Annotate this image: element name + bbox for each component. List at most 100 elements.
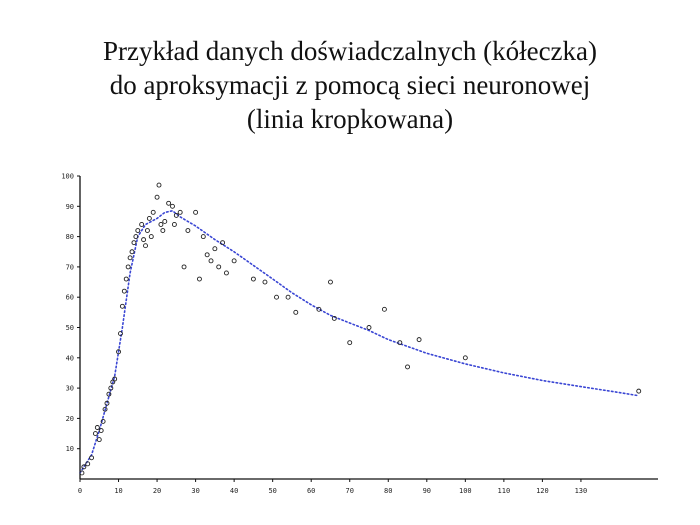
x-tick-label: 0 <box>78 487 82 495</box>
y-tick-label: 50 <box>66 324 74 332</box>
y-tick-label: 70 <box>66 263 74 271</box>
data-point <box>156 182 162 188</box>
data-point <box>94 425 100 430</box>
chart-title-line-1: Przykład danych doświadczalnych (kółeczk… <box>102 36 598 66</box>
data-point <box>173 212 179 218</box>
data-point <box>144 228 150 233</box>
data-point <box>125 264 131 270</box>
data-point <box>135 228 141 233</box>
data-point <box>328 279 333 285</box>
data-point <box>285 294 291 300</box>
y-tick-label: 30 <box>66 385 74 393</box>
data-point <box>150 209 156 215</box>
data-point <box>220 240 226 246</box>
data-point <box>397 340 403 346</box>
data-point <box>106 391 112 397</box>
data-point <box>100 418 106 424</box>
data-point <box>89 455 95 461</box>
data-point <box>204 252 210 258</box>
data-point <box>223 270 229 276</box>
data-point <box>127 255 133 261</box>
data-point <box>381 306 387 312</box>
data-point <box>262 279 268 285</box>
data-point <box>166 200 172 206</box>
data-point <box>316 306 322 312</box>
data-point <box>181 264 187 270</box>
data-point <box>108 385 114 391</box>
data-point <box>177 209 183 215</box>
x-tick-label: 60 <box>307 487 315 495</box>
data-point <box>141 237 147 243</box>
chart-title: Przykład danych doświadczalnych (kółeczk… <box>0 34 700 136</box>
y-tick-label: 10 <box>66 445 74 453</box>
data-point <box>98 428 104 433</box>
data-point <box>231 258 237 264</box>
data-point <box>116 349 121 355</box>
data-point <box>96 437 102 443</box>
x-tick-label: 10 <box>114 487 122 495</box>
data-point <box>160 228 166 233</box>
data-point <box>81 464 87 470</box>
data-point <box>85 461 91 467</box>
data-point <box>154 194 160 200</box>
fitted-curve <box>79 209 640 474</box>
data-point <box>193 209 199 215</box>
chart-title-line-3: (linia kropkowana) <box>246 104 454 134</box>
data-point <box>123 276 129 282</box>
chart-title-line-2: do aproksymacji z pomocą sieci neuronowe… <box>109 70 591 100</box>
data-point <box>171 222 177 227</box>
x-tick-label: 50 <box>268 487 276 495</box>
data-point <box>119 303 125 309</box>
x-tick-label: 30 <box>191 487 199 495</box>
data-point <box>158 222 164 227</box>
x-tick-label: 100 <box>459 487 472 495</box>
data-point <box>216 264 222 270</box>
data-point <box>121 288 127 294</box>
data-point <box>185 228 191 233</box>
x-tick-label: 130 <box>575 487 588 495</box>
y-tick-label: 20 <box>66 415 74 423</box>
data-point <box>250 276 256 282</box>
data-point <box>462 355 468 361</box>
data-point <box>293 309 299 315</box>
data-point <box>148 234 154 240</box>
x-tick-label: 70 <box>346 487 354 495</box>
data-point <box>143 243 148 249</box>
y-tick-label: 60 <box>66 294 74 302</box>
x-tick-label: 80 <box>384 487 392 495</box>
data-point <box>79 470 85 476</box>
x-tick-label: 20 <box>153 487 161 495</box>
data-point <box>162 218 168 224</box>
data-point <box>104 400 110 406</box>
y-tick-label: 80 <box>66 233 74 241</box>
data-point <box>92 431 98 436</box>
data-point <box>366 325 372 330</box>
data-point <box>200 234 206 240</box>
data-point <box>112 376 118 382</box>
data-point <box>331 315 337 321</box>
y-tick-label: 40 <box>66 354 74 362</box>
data-point <box>133 234 139 240</box>
data-point <box>129 249 135 255</box>
y-tick-label: 90 <box>66 203 74 211</box>
x-tick-label: 40 <box>230 487 238 495</box>
data-point <box>197 276 202 282</box>
x-tick-label: 110 <box>498 487 511 495</box>
data-point <box>102 406 108 412</box>
data-point <box>636 388 642 394</box>
data-point <box>405 364 410 370</box>
data-point <box>212 246 218 252</box>
data-point <box>208 258 214 264</box>
data-point <box>347 340 353 346</box>
data-point <box>139 222 145 227</box>
data-point <box>146 215 152 221</box>
data-point <box>131 240 137 246</box>
data-point <box>274 294 279 300</box>
data-point <box>170 203 175 209</box>
data-point <box>416 337 422 343</box>
y-tick-label: 100 <box>61 173 74 181</box>
x-tick-label: 90 <box>423 487 431 495</box>
data-point <box>118 331 123 337</box>
x-tick-label: 120 <box>536 487 549 495</box>
